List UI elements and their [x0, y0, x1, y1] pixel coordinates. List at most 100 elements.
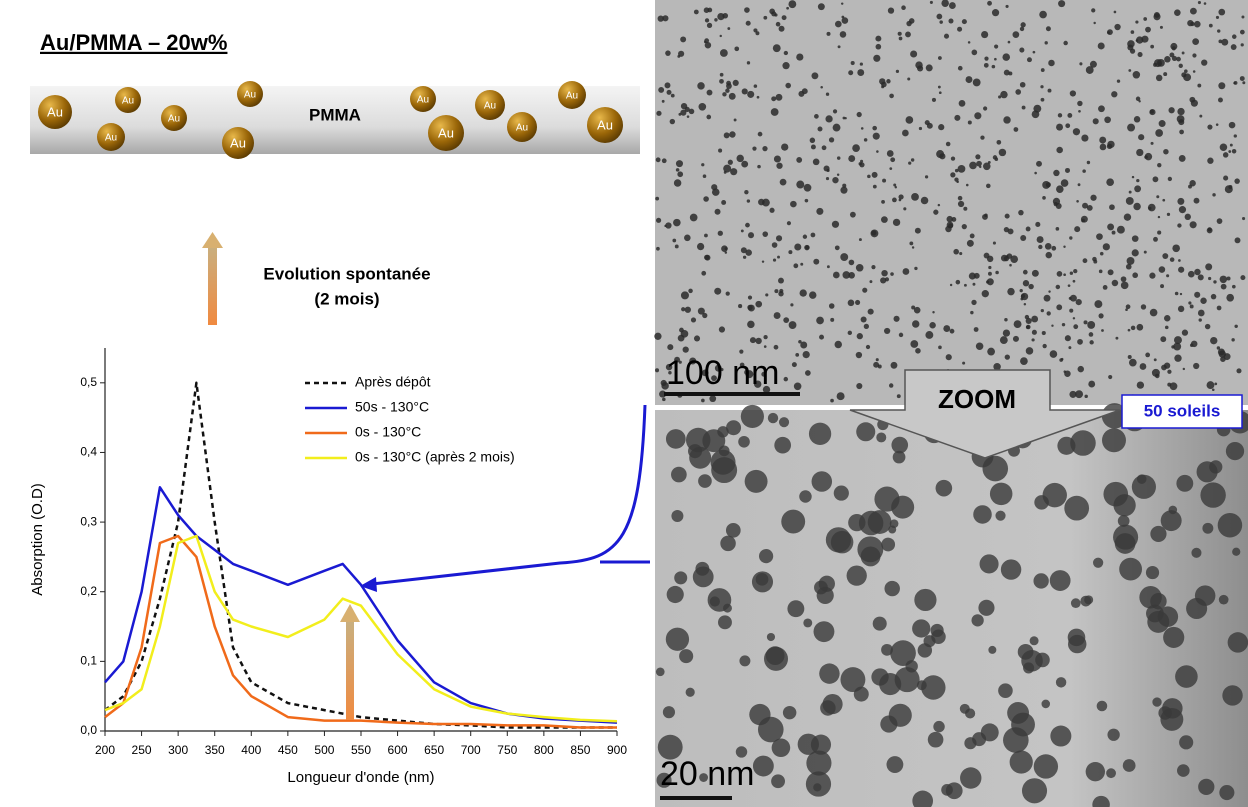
particle-dot	[943, 325, 951, 333]
particle-dot	[914, 227, 921, 234]
particle-dot	[802, 350, 810, 359]
particle-dot	[1000, 559, 1022, 580]
au-label: Au	[47, 104, 63, 119]
particle-dot	[697, 307, 705, 315]
particle-dot	[1206, 227, 1213, 234]
particle-dot	[1172, 244, 1180, 253]
particle-dot	[1051, 245, 1057, 251]
particle-dot	[1184, 213, 1191, 221]
particle-dot	[746, 199, 751, 203]
particle-dot	[914, 266, 918, 271]
particle-dot	[1075, 390, 1084, 399]
particle-dot	[834, 340, 842, 349]
particle-dot	[674, 356, 681, 363]
particle-dot	[755, 337, 762, 345]
particle-dot	[762, 146, 768, 152]
particle-dot	[1125, 263, 1132, 270]
particle-dot	[799, 289, 807, 297]
au-particle	[428, 115, 464, 151]
particle-dot	[836, 392, 845, 401]
particle-dot	[698, 474, 712, 488]
particle-dot	[1234, 324, 1238, 329]
particle-dot	[1216, 218, 1223, 224]
particle-dot	[701, 369, 709, 377]
particle-dot	[941, 0, 949, 7]
particle-dot	[836, 156, 841, 160]
particle-dot	[994, 57, 997, 61]
particle-dot	[1113, 10, 1117, 14]
particle-dot	[1211, 388, 1215, 392]
particle-dot	[666, 89, 672, 95]
au-label: Au	[566, 91, 578, 102]
particle-dot	[1009, 750, 1033, 774]
particle-dot	[840, 667, 866, 693]
particle-dot	[1099, 136, 1107, 144]
particle-dot	[726, 80, 731, 86]
particle-dot	[964, 283, 967, 287]
particle-dot	[757, 716, 784, 743]
link-arrow	[371, 404, 647, 586]
particle-dot	[665, 429, 686, 449]
particle-dot	[1055, 677, 1067, 688]
particle-dot	[813, 783, 822, 792]
particle-dot	[816, 316, 824, 325]
particle-dot	[1116, 79, 1121, 83]
particle-dot	[979, 554, 999, 574]
particle-dot	[798, 90, 805, 97]
particle-dot	[1179, 129, 1184, 135]
particle-dot	[689, 446, 712, 469]
particle-dot	[771, 242, 778, 248]
particle-dot	[1069, 294, 1077, 302]
particle-dot	[738, 304, 743, 309]
scale-bar	[660, 796, 732, 800]
particle-dot	[680, 102, 688, 110]
particle-dot	[1019, 47, 1025, 53]
au-particle	[558, 81, 586, 109]
particle-dot	[1201, 59, 1208, 66]
particle-dot	[1087, 321, 1096, 329]
particle-dot	[656, 772, 672, 788]
particle-dot	[771, 96, 777, 102]
particle-dot	[1162, 253, 1169, 260]
particle-dot	[688, 108, 695, 115]
particle-dot	[937, 56, 942, 60]
au-particle	[475, 90, 505, 120]
particle-dot	[1188, 301, 1192, 305]
particle-dot	[1157, 230, 1162, 235]
particle-dot	[655, 368, 660, 373]
particle-dot	[1000, 90, 1008, 99]
particle-dot	[736, 154, 744, 163]
particle-dot	[1147, 610, 1170, 633]
particle-dot	[690, 317, 697, 323]
particle-dot	[1116, 225, 1125, 234]
particle-dot	[1168, 107, 1175, 114]
particle-dot	[889, 167, 893, 170]
particle-dot	[1181, 51, 1185, 55]
particle-dot	[933, 209, 939, 215]
particle-dot	[870, 229, 879, 238]
particle-dot	[832, 123, 841, 132]
particle-dot	[1076, 199, 1079, 203]
particle-dot	[892, 450, 906, 464]
legend-label: 50s - 130°C	[355, 399, 429, 415]
particle-dot	[707, 588, 732, 612]
particle-dot	[887, 7, 895, 14]
particle-dot	[1106, 178, 1114, 187]
particle-dot	[1127, 354, 1132, 359]
particle-dot	[1178, 259, 1181, 262]
particle-dot	[850, 60, 855, 66]
particle-dot	[1096, 233, 1103, 241]
particle-dot	[846, 565, 867, 586]
particle-dot	[722, 92, 727, 97]
particle-dot	[665, 627, 690, 651]
particle-dot	[1125, 304, 1131, 310]
particle-dot	[1159, 25, 1163, 29]
particle-dot	[1138, 100, 1141, 103]
x-tick-label: 350	[205, 743, 225, 757]
particle-dot	[1207, 124, 1213, 130]
particle-dot	[1041, 330, 1046, 336]
particle-dot	[983, 162, 991, 171]
particle-dot	[1114, 23, 1121, 31]
particle-dot	[938, 124, 945, 131]
particle-dot	[1178, 206, 1187, 214]
